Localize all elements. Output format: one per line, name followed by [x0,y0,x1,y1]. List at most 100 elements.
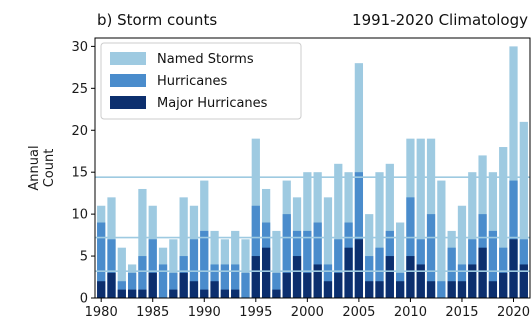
bar-hurricanes-2013 [437,281,446,298]
legend-label-hurricanes: Hurricanes [157,74,227,89]
bar-major-hurricanes-1990 [200,289,209,298]
y-tick-label-0: 0 [80,292,88,307]
bar-major-hurricanes-2008 [385,256,394,298]
chart-title-left: b) Storm counts [97,11,217,29]
x-tick-label-1980: 1980 [85,305,118,320]
bar-major-hurricanes-1999 [292,256,302,298]
bar-major-hurricanes-1981 [107,272,116,298]
legend: Named Storms Hurricanes Major Hurricanes [100,42,302,120]
bar-major-hurricanes-1998 [282,272,291,298]
bar-hurricanes-1985 [148,239,157,298]
x-tick-label-2005: 2005 [342,305,375,320]
bar-named-storms-1984 [138,188,147,298]
bar-major-hurricanes-2005 [354,239,364,298]
bar-major-hurricanes-1991 [210,281,219,298]
y-tick-label-20: 20 [71,124,88,139]
bar-hurricanes-1993 [231,264,240,298]
bar-hurricanes-2001 [313,222,322,298]
chart-title-right: 1991-2020 Climatology [352,11,528,29]
bar-hurricanes-2000 [303,230,312,298]
bar-hurricanes-1990 [200,230,209,298]
legend-swatch-major-hurricanes [110,96,146,109]
bar-hurricanes-1980 [97,222,106,298]
bar-major-hurricanes-1982 [117,289,126,298]
bar-named-storms-2003 [334,163,343,298]
y-axis-label-line: Count [42,149,57,188]
bar-hurricanes-1986 [158,264,168,298]
x-tick-label-2015: 2015 [445,305,478,320]
x-axis-ticks: 1980 1985 1990 1995 2000 2005 2010 2015 2020 [85,298,530,320]
x-tick-label-1995: 1995 [239,305,272,320]
y-axis-ticks: 0 5 10 15 20 25 30 [71,40,95,307]
y-tick-label-10: 10 [71,208,88,223]
legend-label-named-storms: Named Storms [157,52,254,67]
y-tick-label-15: 15 [71,166,88,181]
bar-major-hurricanes-2003 [334,272,343,298]
bar-hurricanes-1989 [189,239,199,298]
bar-named-storms-2020 [509,46,518,298]
x-tick-label-1985: 1985 [136,305,169,320]
legend-label-major-hurricanes: Major Hurricanes [157,96,268,111]
bar-hurricanes-1983 [127,272,137,298]
bar-named-storms-1982 [117,247,126,298]
bar-major-hurricanes-1980 [97,281,106,298]
bar-named-storms-2015 [457,205,467,298]
bar-hurricanes-2014 [447,247,456,298]
bar-major-hurricanes-1983 [127,289,137,298]
bar-named-storms-1988 [179,197,188,298]
bars-group [97,46,528,299]
bar-hurricanes-2002 [323,264,333,298]
legend-swatch-hurricanes [110,74,146,87]
bar-major-hurricanes-1989 [189,281,199,298]
bar-major-hurricanes-1997 [272,289,281,298]
bar-hurricanes-2012 [426,214,436,298]
bar-major-hurricanes-2001 [313,264,322,298]
bar-major-hurricanes-2016 [468,264,477,298]
bar-major-hurricanes-1992 [220,289,230,298]
bar-major-hurricanes-2004 [344,247,353,298]
bar-named-storms-2019 [499,147,508,298]
legend-box [100,42,302,120]
bar-hurricanes-2015 [457,264,467,298]
bar-major-hurricanes-1984 [138,289,147,298]
bar-hurricanes-1998 [282,214,291,298]
climatology-lines-group [95,176,530,272]
y-axis-label-line: Annual [27,145,42,190]
bar-hurricanes-1987 [169,272,178,298]
bar-hurricanes-2006 [365,256,374,298]
bar-major-hurricanes-2007 [375,281,384,298]
bar-hurricanes-2003 [334,239,343,298]
bar-major-hurricanes-1995 [251,256,260,298]
bar-hurricanes-1992 [220,264,230,298]
bar-major-hurricanes-1988 [179,272,188,298]
bar-major-hurricanes-2017 [478,247,487,298]
y-tick-label-5: 5 [80,250,88,265]
x-tick-label-2010: 2010 [394,305,427,320]
bar-major-hurricanes-2011 [416,264,425,298]
bar-named-storms-2009 [396,222,405,298]
bar-major-hurricanes-2012 [426,281,436,298]
bar-named-storms-2013 [437,180,446,298]
axes-frame [94,37,531,299]
bar-major-hurricanes-2015 [457,281,467,298]
bar-major-hurricanes-2021 [519,264,528,298]
bar-named-storms-1997 [272,230,281,298]
bar-major-hurricanes-2002 [323,281,333,298]
bar-major-hurricanes-2014 [447,281,456,298]
bar-major-hurricanes-2006 [365,281,374,298]
bar-named-storms-2011 [416,138,425,298]
bar-hurricanes-2018 [488,230,498,298]
bar-major-hurricanes-1996 [261,247,271,298]
bar-major-hurricanes-2019 [499,272,508,298]
y-tick-label-25: 25 [71,82,88,97]
y-tick-label-30: 30 [71,40,88,55]
bar-hurricanes-2010 [406,197,415,298]
bar-named-storms-2016 [468,172,477,298]
x-tick-label-2000: 2000 [291,305,324,320]
bar-major-hurricanes-2018 [488,281,498,298]
y-axis-label: AnnualCount [27,145,57,190]
bar-hurricanes-1997 [272,272,281,298]
bar-named-storms-2002 [323,197,333,298]
